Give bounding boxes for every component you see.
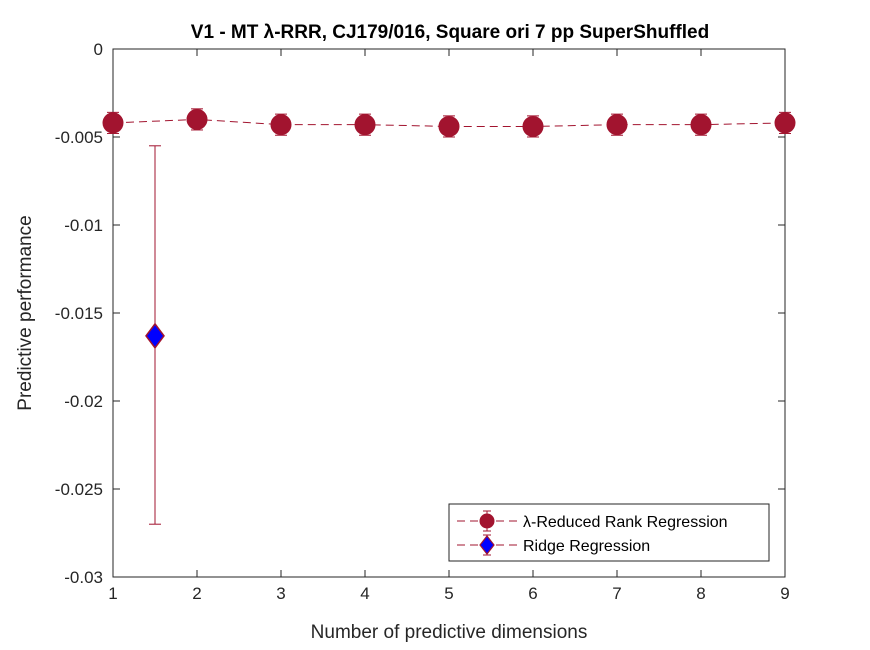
legend-marker-circle [479,513,495,529]
x-tick-label: 5 [444,584,453,603]
x-axis: 1 2 3 4 5 6 7 8 9 [108,49,790,603]
rrr-point [354,114,376,136]
series-layer [102,108,796,525]
x-axis-label: Number of predictive dimensions [311,622,588,643]
y-tick-label: -0.025 [55,480,103,499]
rrr-point [690,114,712,136]
x-tick-label: 2 [192,584,201,603]
y-tick-label: -0.015 [55,304,103,323]
rrr-point [102,112,124,134]
x-tick-label: 6 [528,584,537,603]
rrr-point [270,114,292,136]
x-tick-label: 4 [360,584,369,603]
rrr-point [522,115,544,137]
x-tick-label: 9 [780,584,789,603]
rrr-point [438,115,460,137]
legend-entry-label: Ridge Regression [523,538,650,555]
y-axis: 0 -0.005 -0.01 -0.015 -0.02 -0.025 -0.03 [55,40,785,587]
y-tick-label: -0.02 [64,392,103,411]
y-tick-label: -0.01 [64,216,103,235]
rrr-point [186,108,208,130]
x-tick-label: 1 [108,584,117,603]
y-tick-label: -0.03 [64,568,103,587]
chart-title: V1 - MT λ-RRR, CJ179/016, Square ori 7 p… [191,22,709,43]
y-axis-label: Predictive performance [15,215,36,410]
legend: λ-Reduced Rank Regression Ridge Regressio… [448,503,770,562]
x-tick-label: 8 [696,584,705,603]
rrr-point [774,112,796,134]
y-tick-label: 0 [94,40,103,59]
x-tick-label: 3 [276,584,285,603]
y-tick-label: -0.005 [55,128,103,147]
rrr-series-line [112,118,786,127]
legend-entry-label: λ-Reduced Rank Regression [523,514,728,531]
legend-box [448,503,770,562]
x-tick-label: 7 [612,584,621,603]
rrr-point [606,114,628,136]
ridge-point [145,322,165,350]
legend-marker-diamond [479,535,495,555]
